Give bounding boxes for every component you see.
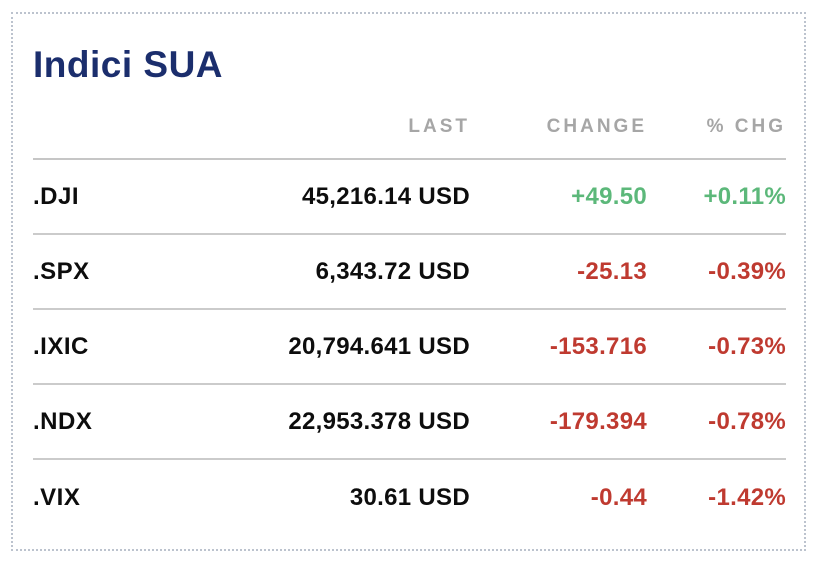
symbol-cell: .VIX [33,483,81,511]
symbol-cell: .IXIC [33,332,89,360]
pct-chg-cell: -0.73% [708,332,786,360]
column-header-last: LAST [408,116,470,137]
change-cell: -0.44 [590,483,647,511]
indices-card: Indici SUA LAST CHANGE % CHG .DJI 45,216… [11,12,806,551]
last-cell: 20,794.641 USD [288,332,470,360]
last-cell: 6,343.72 USD [315,257,470,285]
table-row: .DJI 45,216.14 USD +49.50 +0.11% [33,160,786,235]
column-header-pct-chg: % CHG [706,116,786,137]
symbol-cell: .DJI [33,182,80,210]
table-header-row: LAST CHANGE % CHG [33,95,786,160]
change-cell: -153.716 [549,332,647,360]
pct-chg-cell: -0.39% [708,257,786,285]
change-cell: -179.394 [549,407,647,435]
symbol-cell: .NDX [33,407,93,435]
table-row: .NDX 22,953.378 USD -179.394 -0.78% [33,385,786,460]
change-cell: +49.50 [571,182,647,210]
column-header-change: CHANGE [546,116,647,137]
table-row: .SPX 6,343.72 USD -25.13 -0.39% [33,235,786,310]
last-cell: 30.61 USD [349,483,470,511]
table-row: .VIX 30.61 USD -0.44 -1.42% [33,460,786,535]
last-cell: 22,953.378 USD [288,407,470,435]
table-body: .DJI 45,216.14 USD +49.50 +0.11% .SPX 6,… [33,160,786,535]
pct-chg-cell: -0.78% [708,407,786,435]
pct-chg-cell: +0.11% [703,182,786,210]
last-cell: 45,216.14 USD [301,182,470,210]
card-title: Indici SUA [33,44,224,85]
change-cell: -25.13 [577,257,647,285]
table-row: .IXIC 20,794.641 USD -153.716 -0.73% [33,310,786,385]
indices-table: LAST CHANGE % CHG .DJI 45,216.14 USD +49… [33,95,786,535]
pct-chg-cell: -1.42% [708,483,786,511]
symbol-cell: .SPX [33,257,90,285]
